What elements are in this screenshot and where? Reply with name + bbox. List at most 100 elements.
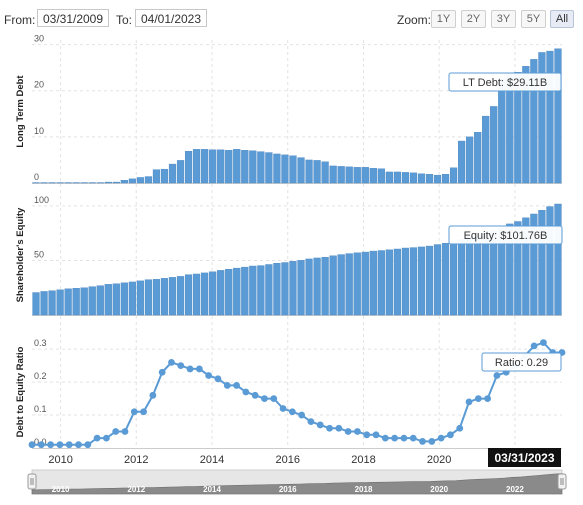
bar-equity [433, 244, 442, 316]
to-date-input[interactable]: 04/01/2023 [135, 9, 207, 27]
x-tick-label: 2010 [48, 454, 72, 466]
bar-debt [369, 168, 377, 184]
x-tick-label: 2018 [351, 454, 375, 466]
bar-debt [554, 48, 562, 184]
ratio-point [47, 441, 54, 449]
bar-debt [160, 168, 169, 184]
bar-debt [353, 167, 361, 184]
bar-debt [458, 140, 466, 184]
bar-equity [48, 290, 56, 316]
bar-equity [522, 217, 530, 316]
bar-equity [554, 203, 562, 316]
from-date-input[interactable]: 03/31/2009 [37, 9, 109, 27]
bar-debt [136, 177, 145, 184]
panel-title-debt: Long Term Debt [15, 75, 26, 148]
bar-equity [144, 279, 153, 316]
bar-equity [337, 254, 345, 316]
bar-debt [233, 149, 241, 184]
bar-debt [112, 181, 120, 184]
bar-equity [273, 262, 281, 316]
bar-equity [345, 253, 353, 316]
bar-equity [40, 291, 48, 316]
y-tick-label-debt: 30 [34, 34, 44, 44]
bar-debt [128, 178, 136, 184]
bar-equity [184, 274, 193, 316]
bar-equity [193, 273, 201, 316]
bar-debt [449, 167, 458, 184]
bar-debt [144, 176, 153, 184]
bar-equity [546, 206, 554, 316]
bar-debt [377, 168, 385, 184]
ratio-point [409, 434, 417, 442]
navigator-right-handle[interactable] [557, 473, 567, 490]
bar-debt [104, 181, 112, 184]
bar-debt [401, 172, 410, 184]
bar-equity [393, 248, 401, 316]
bar-debt [441, 174, 450, 184]
ratio-point [316, 421, 324, 429]
bar-equity [225, 268, 233, 316]
ratio-point [391, 434, 399, 442]
panel-title-equity: Shareholder's Equity [15, 207, 26, 302]
zoom-all-button[interactable]: All [550, 10, 574, 28]
tooltip-text-equity: Equity: $101.76B [464, 230, 548, 242]
ratio-point [205, 372, 213, 379]
y-tick-label-equity: 100 [34, 195, 49, 205]
bar-equity [136, 280, 145, 316]
ratio-point [465, 398, 473, 406]
ratio-point [419, 438, 426, 445]
y-tick-label-ratio: 0.1 [34, 404, 47, 414]
bar-equity [168, 277, 177, 316]
x-tick-label: 2016 [275, 454, 299, 466]
bar-equity [321, 256, 329, 316]
zoom-2y-button[interactable]: 2Y [461, 10, 486, 28]
ratio-point [530, 342, 538, 350]
bar-debt [490, 106, 498, 184]
tooltip-text-ratio: Ratio: 0.29 [495, 357, 548, 369]
bar-equity [425, 245, 434, 316]
bar-equity [417, 246, 426, 316]
navigator-year-label: 2020 [430, 485, 448, 494]
ratio-point [381, 434, 389, 442]
bar-equity [514, 221, 522, 316]
ratio-point [540, 339, 547, 346]
ratio-point [447, 431, 454, 439]
ratio-point [484, 395, 492, 402]
bar-equity [112, 283, 120, 316]
ratio-point [493, 372, 501, 379]
bar-debt [273, 153, 281, 184]
bar-equity [64, 288, 72, 316]
bar-debt [168, 163, 177, 184]
zoom-1y-button[interactable]: 1Y [431, 10, 456, 28]
ratio-point [75, 441, 82, 449]
bar-equity [289, 261, 297, 316]
navigator-year-label: 2018 [355, 485, 373, 494]
navigator-year-label: 2014 [203, 485, 221, 494]
ratio-point [298, 411, 306, 419]
bar-debt [176, 160, 185, 184]
ratio-point [102, 434, 110, 442]
bar-equity [281, 262, 289, 316]
bar-equity [257, 265, 265, 316]
bar-equity [474, 234, 482, 316]
bar-debt [193, 149, 201, 184]
ratio-point [168, 358, 175, 366]
ratio-point [223, 382, 231, 389]
ratio-point [121, 428, 129, 435]
zoom-5y-button[interactable]: 5Y [521, 10, 546, 28]
bar-equity [313, 257, 321, 316]
zoom-3y-button[interactable]: 3Y [491, 10, 516, 28]
navigator-left-handle[interactable] [27, 473, 37, 490]
ratio-point [130, 408, 138, 416]
ratio-point [270, 395, 278, 402]
bar-debt [417, 173, 426, 184]
bar-debt [329, 165, 337, 184]
y-tick-label-debt: 10 [34, 126, 44, 136]
ratio-point [149, 391, 157, 399]
ratio-point [261, 395, 268, 402]
ratio-point [242, 388, 250, 396]
navigator-series [31, 473, 563, 495]
bar-debt [522, 66, 530, 184]
ratio-point [37, 441, 45, 449]
bar-equity [152, 279, 161, 316]
